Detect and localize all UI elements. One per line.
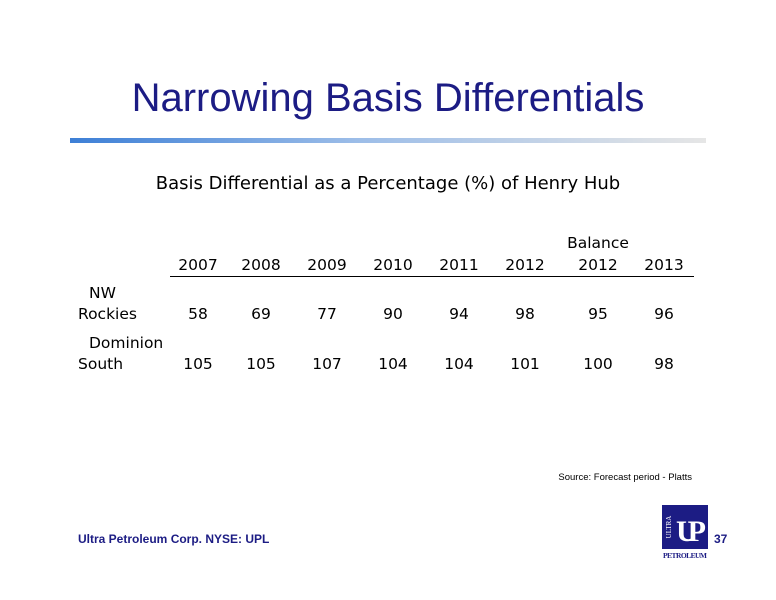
table-cell: 105 bbox=[246, 355, 276, 373]
header-rule bbox=[170, 276, 694, 277]
logo-bottom: PETROLEUM bbox=[663, 551, 707, 560]
table-cell: 95 bbox=[588, 305, 608, 323]
logo: ULTRA UP PETROLEUM bbox=[662, 505, 708, 560]
column-header: 2012 bbox=[505, 256, 545, 274]
column-header: 2010 bbox=[373, 256, 413, 274]
page-number: 37 bbox=[714, 532, 728, 546]
table-cell: 94 bbox=[449, 305, 469, 323]
source-note: Source: Forecast period - Platts bbox=[558, 472, 692, 483]
row-label: South bbox=[78, 355, 124, 373]
column-header: 2012 bbox=[578, 256, 618, 274]
table-cell: 107 bbox=[312, 355, 342, 373]
logo-main: UP bbox=[676, 515, 706, 548]
table-cell: 98 bbox=[515, 305, 535, 323]
column-header: 2011 bbox=[439, 256, 479, 274]
table-cell: 104 bbox=[378, 355, 408, 373]
table-cell: 105 bbox=[183, 355, 213, 373]
column-header: 2009 bbox=[307, 256, 347, 274]
table-cell: 98 bbox=[654, 355, 674, 373]
logo-top: ULTRA bbox=[665, 516, 673, 539]
slide-title: Narrowing Basis Differentials bbox=[131, 76, 645, 120]
table-cell: 100 bbox=[583, 355, 613, 373]
column-header: 2013 bbox=[644, 256, 684, 274]
table-cell: 101 bbox=[510, 355, 540, 373]
row-label: NW bbox=[89, 284, 116, 302]
table-cell: 96 bbox=[654, 305, 674, 323]
subtitle: Basis Differential as a Percentage (%) o… bbox=[155, 173, 621, 194]
table-cell: 104 bbox=[444, 355, 474, 373]
table-cell: 58 bbox=[188, 305, 208, 323]
table-cell: 77 bbox=[317, 305, 337, 323]
column-header: Balance bbox=[567, 234, 629, 252]
table-cell: 69 bbox=[251, 305, 271, 323]
footer-company: Ultra Petroleum Corp. NYSE: UPL bbox=[78, 532, 270, 546]
column-header: 2008 bbox=[241, 256, 281, 274]
row-label: Dominion bbox=[89, 334, 164, 352]
title-rule bbox=[70, 138, 706, 143]
column-header: 2007 bbox=[178, 256, 218, 274]
row-label: Rockies bbox=[78, 305, 137, 323]
logo-box bbox=[662, 505, 708, 549]
table-cell: 90 bbox=[383, 305, 403, 323]
